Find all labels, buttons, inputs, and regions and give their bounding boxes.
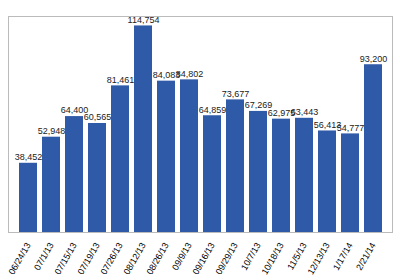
svg-text:10/7/13: 10/7/13 — [239, 241, 263, 272]
svg-text:60,565: 60,565 — [84, 112, 112, 122]
svg-text:07/19/13: 07/19/13 — [75, 240, 102, 277]
svg-text:08/26/13: 08/26/13 — [145, 241, 171, 276]
svg-text:67,269: 67,269 — [244, 100, 273, 111]
svg-text:93,200: 93,200 — [360, 54, 388, 64]
svg-text:84,802: 84,802 — [176, 69, 204, 79]
svg-text:63,443: 63,443 — [291, 107, 319, 117]
svg-text:09/29/13: 09/29/13 — [214, 241, 240, 276]
svg-text:07/1/13: 07/1/13 — [32, 241, 56, 272]
svg-text:64,859: 64,859 — [199, 105, 227, 115]
svg-text:38,452: 38,452 — [15, 152, 43, 162]
svg-text:114,754: 114,754 — [127, 14, 160, 25]
svg-text:2/21/14: 2/21/14 — [354, 241, 378, 272]
svg-text:09/9/13: 09/9/13 — [170, 241, 194, 272]
svg-text:06/24/13: 06/24/13 — [7, 241, 33, 276]
svg-text:56,413: 56,413 — [313, 119, 342, 130]
svg-text:73,677: 73,677 — [222, 89, 250, 99]
svg-text:11/5/13: 11/5/13 — [285, 241, 308, 271]
svg-text:81,461: 81,461 — [107, 75, 135, 85]
svg-text:12/13/13: 12/13/13 — [306, 241, 332, 276]
svg-text:52,948: 52,948 — [38, 126, 66, 136]
svg-text:07/26/13: 07/26/13 — [98, 240, 125, 277]
svg-text:62,975: 62,975 — [267, 108, 296, 118]
svg-text:1/17/14: 1/17/14 — [331, 241, 355, 272]
svg-text:64,400: 64,400 — [60, 105, 89, 116]
svg-text:09/16/13: 09/16/13 — [190, 240, 217, 277]
svg-text:54,777: 54,777 — [337, 123, 365, 133]
svg-text:10/18/13: 10/18/13 — [260, 241, 286, 276]
svg-text:07/15/13: 07/15/13 — [52, 240, 79, 277]
svg-text:84,083: 84,083 — [152, 70, 181, 80]
svg-text:08/12/13: 08/12/13 — [121, 240, 148, 277]
